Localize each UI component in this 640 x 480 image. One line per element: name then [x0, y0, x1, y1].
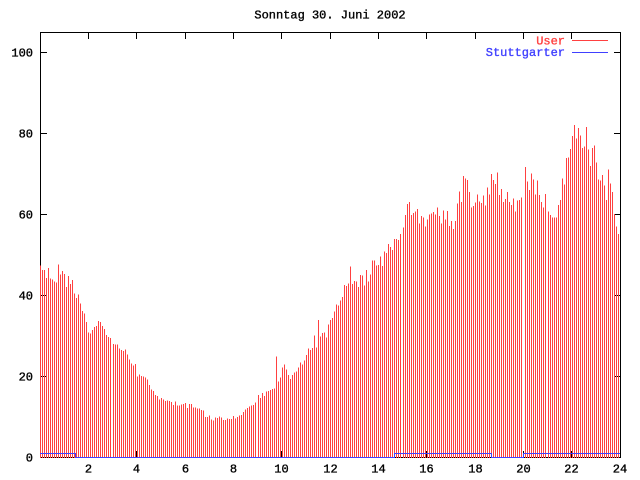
- svg-text:20: 20: [516, 463, 530, 477]
- svg-text:40: 40: [19, 290, 33, 304]
- svg-text:18: 18: [468, 463, 482, 477]
- svg-text:22: 22: [564, 463, 578, 477]
- svg-text:14: 14: [371, 463, 385, 477]
- svg-text:12: 12: [323, 463, 337, 477]
- svg-text:2: 2: [85, 463, 92, 477]
- svg-text:60: 60: [19, 209, 33, 223]
- svg-text:20: 20: [19, 371, 33, 385]
- svg-text:24: 24: [613, 463, 627, 477]
- svg-text:Sonntag 30. Juni 2002: Sonntag 30. Juni 2002: [254, 9, 405, 23]
- svg-text:100: 100: [11, 47, 33, 61]
- svg-text:Stuttgarter: Stuttgarter: [486, 46, 565, 60]
- svg-text:6: 6: [182, 463, 189, 477]
- svg-text:80: 80: [19, 128, 33, 142]
- svg-text:0: 0: [26, 452, 33, 466]
- svg-text:10: 10: [274, 463, 288, 477]
- svg-text:User: User: [536, 35, 565, 49]
- svg-text:8: 8: [230, 463, 237, 477]
- svg-text:16: 16: [419, 463, 433, 477]
- svg-text:4: 4: [133, 463, 140, 477]
